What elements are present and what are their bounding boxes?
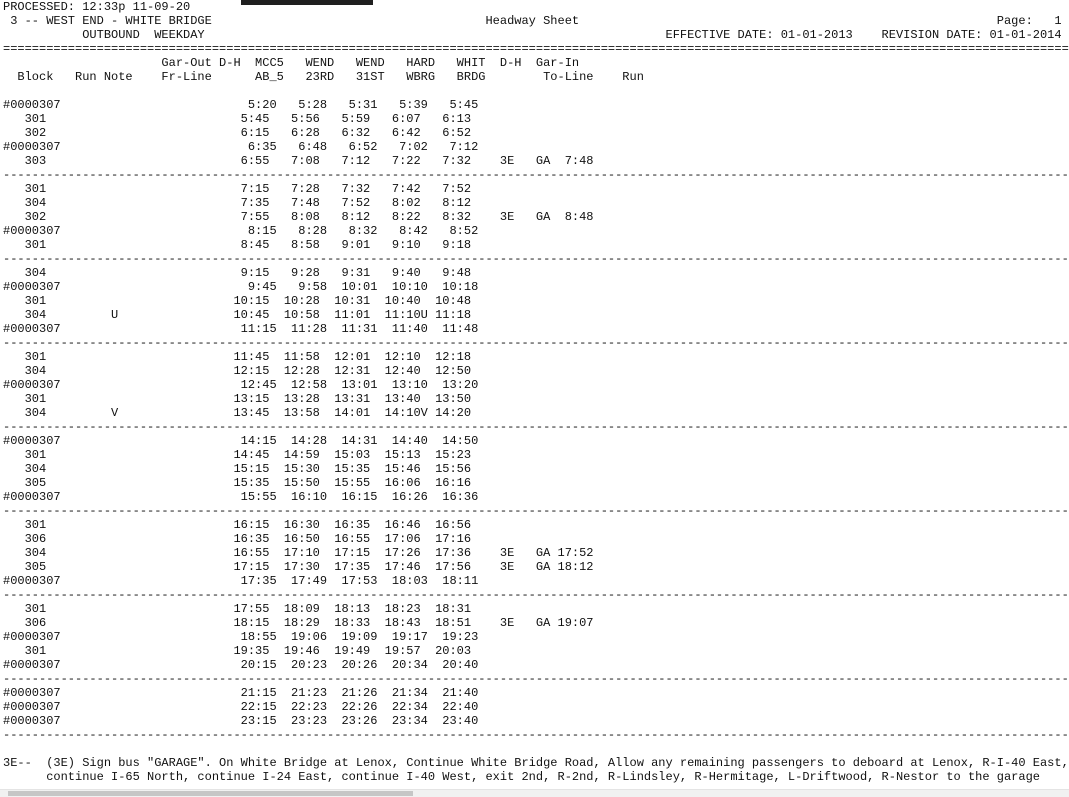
schedule-row: 304 V 13:45 13:58 14:01 14:10V 14:20 (3, 406, 1069, 420)
schedule-row: 304 U 10:45 10:58 11:01 11:10U 11:18 (3, 308, 1069, 322)
redacted-bar (241, 0, 373, 5)
schedule-row: 301 8:45 8:58 9:01 9:10 9:18 (3, 238, 1069, 252)
blank-line (3, 742, 1069, 756)
schedule-row: #0000307 18:55 19:06 19:09 19:17 19:23 (3, 630, 1069, 644)
schedule-row: 304 7:35 7:48 7:52 8:02 8:12 (3, 196, 1069, 210)
group-separator: ----------------------------------------… (3, 252, 1069, 266)
schedule-row: #0000307 21:15 21:23 21:26 21:34 21:40 (3, 686, 1069, 700)
subtitle-line: OUTBOUND WEEKDAY EFFECTIVE DATE: 01-01-2… (3, 28, 1069, 42)
column-header-line-1: Gar-Out D-H MCC5 WEND WEND HARD WHIT D-H… (3, 56, 1069, 70)
schedule-row: #0000307 8:15 8:28 8:32 8:42 8:52 (3, 224, 1069, 238)
schedule-row: 306 16:35 16:50 16:55 17:06 17:16 (3, 532, 1069, 546)
schedule-row: 301 10:15 10:28 10:31 10:40 10:48 (3, 294, 1069, 308)
schedule-row: 301 16:15 16:30 16:35 16:46 16:56 (3, 518, 1069, 532)
schedule-row: #0000307 15:55 16:10 16:15 16:26 16:36 (3, 490, 1069, 504)
footnote-line-1: 3E-- (3E) Sign bus "GARAGE". On White Br… (3, 756, 1069, 770)
schedule-row: #0000307 17:35 17:49 17:53 18:03 18:11 (3, 574, 1069, 588)
schedule-row: 306 18:15 18:29 18:33 18:43 18:51 3E GA … (3, 616, 1069, 630)
schedule-row: 303 6:55 7:08 7:12 7:22 7:32 3E GA 7:48 (3, 154, 1069, 168)
schedule-row: 304 15:15 15:30 15:35 15:46 15:56 (3, 462, 1069, 476)
group-separator: ----------------------------------------… (3, 168, 1069, 182)
schedule-row: 305 15:35 15:50 15:55 16:06 16:16 (3, 476, 1069, 490)
blank-line (3, 84, 1069, 98)
schedule-row: 305 17:15 17:30 17:35 17:46 17:56 3E GA … (3, 560, 1069, 574)
group-separator: ----------------------------------------… (3, 420, 1069, 434)
schedule-row: 301 13:15 13:28 13:31 13:40 13:50 (3, 392, 1069, 406)
group-separator: ----------------------------------------… (3, 672, 1069, 686)
group-separator: ----------------------------------------… (3, 504, 1069, 518)
group-separator: ----------------------------------------… (3, 336, 1069, 350)
group-separator: ----------------------------------------… (3, 728, 1069, 742)
schedule-row: #0000307 11:15 11:28 11:31 11:40 11:48 (3, 322, 1069, 336)
schedule-row: 301 5:45 5:56 5:59 6:07 6:13 (3, 112, 1069, 126)
footnote-line-2: continue I-65 North, continue I-24 East,… (3, 770, 1069, 784)
schedule-row: 304 16:55 17:10 17:15 17:26 17:36 3E GA … (3, 546, 1069, 560)
headway-sheet-report: PROCESSED: 12:33p 11-09-20 3 -- WEST END… (3, 0, 1069, 784)
schedule-row: #0000307 20:15 20:23 20:26 20:34 20:40 (3, 658, 1069, 672)
title-line: 3 -- WEST END - WHITE BRIDGE Headway She… (3, 14, 1069, 28)
header-rule: ========================================… (3, 42, 1069, 56)
schedule-row: #0000307 22:15 22:23 22:26 22:34 22:40 (3, 700, 1069, 714)
schedule-row: #0000307 14:15 14:28 14:31 14:40 14:50 (3, 434, 1069, 448)
schedule-row: 301 17:55 18:09 18:13 18:23 18:31 (3, 602, 1069, 616)
schedule-row: #0000307 5:20 5:28 5:31 5:39 5:45 (3, 98, 1069, 112)
group-separator: ----------------------------------------… (3, 588, 1069, 602)
schedule-row: #0000307 23:15 23:23 23:26 23:34 23:40 (3, 714, 1069, 728)
schedule-row: 301 11:45 11:58 12:01 12:10 12:18 (3, 350, 1069, 364)
processed-line: PROCESSED: 12:33p 11-09-20 (3, 0, 1069, 14)
column-header-line-2: Block Run Note Fr-Line AB_5 23RD 31ST WB… (3, 70, 1069, 84)
schedule-row: 301 7:15 7:28 7:32 7:42 7:52 (3, 182, 1069, 196)
schedule-row: 302 6:15 6:28 6:32 6:42 6:52 (3, 126, 1069, 140)
schedule-row: 301 14:45 14:59 15:03 15:13 15:23 (3, 448, 1069, 462)
schedule-row: #0000307 12:45 12:58 13:01 13:10 13:20 (3, 378, 1069, 392)
schedule-row: 304 12:15 12:28 12:31 12:40 12:50 (3, 364, 1069, 378)
schedule-row: 304 9:15 9:28 9:31 9:40 9:48 (3, 266, 1069, 280)
schedule-row: #0000307 9:45 9:58 10:01 10:10 10:18 (3, 280, 1069, 294)
schedule-row: #0000307 6:35 6:48 6:52 7:02 7:12 (3, 140, 1069, 154)
schedule-row: 302 7:55 8:08 8:12 8:22 8:32 3E GA 8:48 (3, 210, 1069, 224)
schedule-row: 301 19:35 19:46 19:49 19:57 20:03 (3, 644, 1069, 658)
horizontal-scrollbar[interactable] (0, 789, 1069, 797)
scrollbar-thumb[interactable] (8, 791, 413, 796)
